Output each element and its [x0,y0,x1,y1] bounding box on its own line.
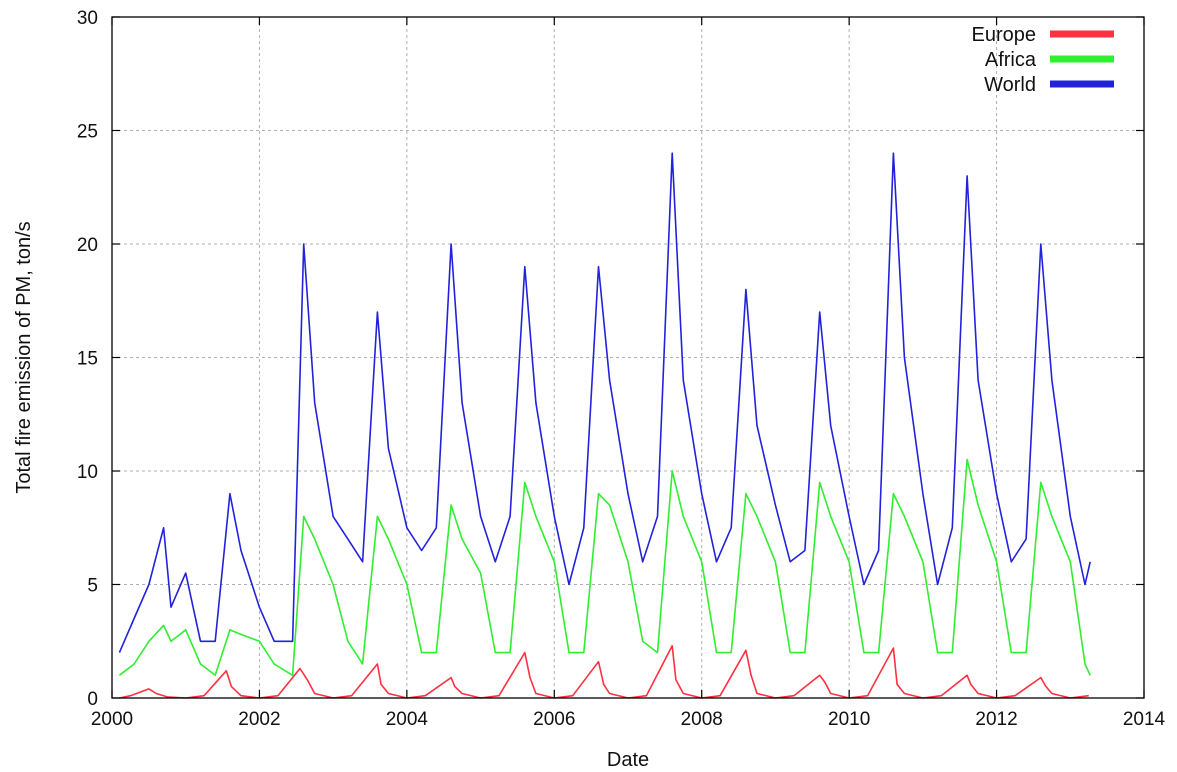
legend: Europe Africa World [972,24,1114,96]
x-tick-label: 2000 [91,709,133,730]
axis-ticks: 2000 2002 2004 2006 2008 2010 2012 2014 0 5 10 15 20… [77,8,1166,730]
y-tick-label: 5 [87,576,98,597]
x-tick-label: 2004 [386,709,429,730]
x-axis-title: Date [607,749,649,771]
legend-label-world: World [984,74,1036,96]
legend-label-africa: Africa [985,49,1037,71]
x-tick-label: 2014 [1123,709,1166,730]
grid [112,17,1144,698]
y-axis-title: Total fire emission of PM, ton/s [13,221,35,493]
x-tick-label: 2006 [533,709,575,730]
y-tick-label: 30 [77,8,98,29]
y-tick-label: 25 [77,122,98,143]
y-tick-label: 15 [77,349,98,370]
x-tick-label: 2012 [975,709,1017,730]
x-tick-label: 2010 [828,709,870,730]
series-line-africa [118,458,1091,677]
y-tick-label: 20 [77,235,98,256]
y-tick-label: 0 [87,689,98,710]
series-line-world [118,152,1091,653]
x-tick-label: 2008 [681,709,723,730]
legend-label-europe: Europe [972,24,1037,46]
y-tick-label: 10 [77,462,98,483]
x-tick-label: 2002 [238,709,280,730]
